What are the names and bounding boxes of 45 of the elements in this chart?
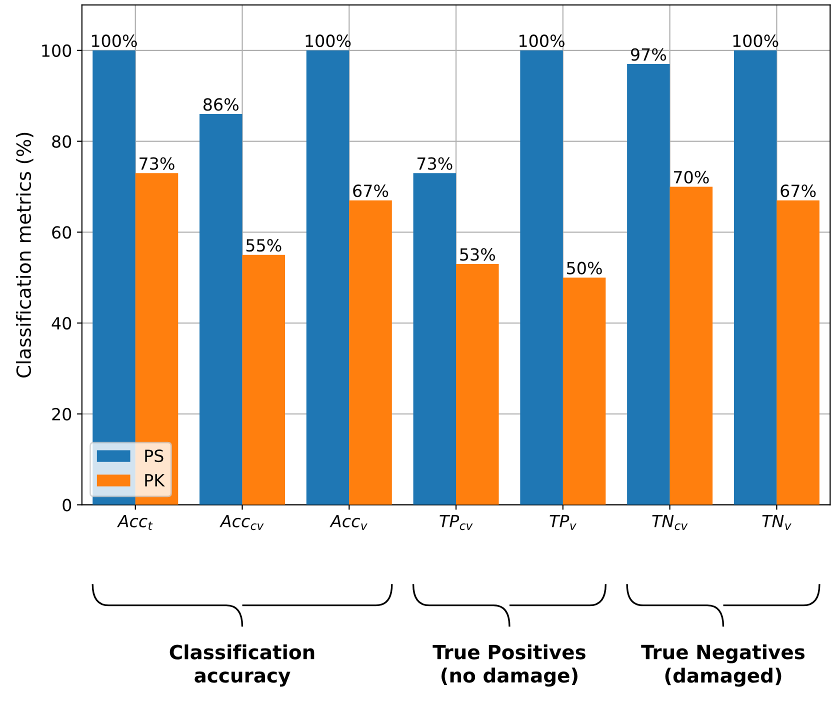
x-tick-label: TP$_{v}$ [550,515,576,530]
y-tick-label: 100 [42,44,72,57]
data-label: 73% [140,157,174,170]
y-tick-label: 40 [52,317,72,330]
data-label: 100% [520,34,564,48]
data-label: 86% [203,98,238,111]
bar [413,173,456,505]
bar [627,64,670,505]
data-label: 67% [780,184,816,198]
legend-label: PK [145,474,165,486]
bar [349,200,392,505]
text: True Positives (no damage) [432,644,586,687]
bar [520,50,563,505]
x-tick-label: Acc$_{cv}$ [220,515,264,530]
y-tick-label: 80 [52,135,72,148]
data-label: 67% [353,184,388,198]
bar [200,114,242,505]
data-label: 97% [630,48,666,61]
x-tick-label: TN$_{cv}$ [652,515,688,530]
bar [306,50,350,505]
bar [562,278,606,505]
x-tick-label: Acc$_{v}$ [330,515,368,530]
data-label: 53% [460,248,496,261]
text: True Negatives (damaged) [641,644,805,687]
bar [734,50,777,505]
y-tick-label: 20 [52,408,72,420]
data-label: 70% [674,170,709,184]
text: Classification accuracy [170,644,314,687]
x-tick-label: TN$_{v}$ [762,515,792,530]
data-label: 73% [418,157,452,170]
data-label: 50% [567,262,602,274]
bar [776,200,820,505]
data-label: 100% [733,34,778,48]
bar [242,254,286,505]
bar [456,264,499,505]
x-tick-label: TP$_{cv}$ [440,515,473,530]
legend-label: PS [145,450,164,462]
data-label: 100% [92,34,137,48]
y-tick-label: 0 [62,498,72,512]
data-label: 55% [246,239,282,252]
data-label: 100% [306,34,351,48]
x-tick-label: Acc$_{t}$ [116,515,153,530]
y-axis-title: Classification metrics (%) [16,132,34,378]
bar [670,186,713,505]
y-tick-label: 60 [52,226,72,239]
